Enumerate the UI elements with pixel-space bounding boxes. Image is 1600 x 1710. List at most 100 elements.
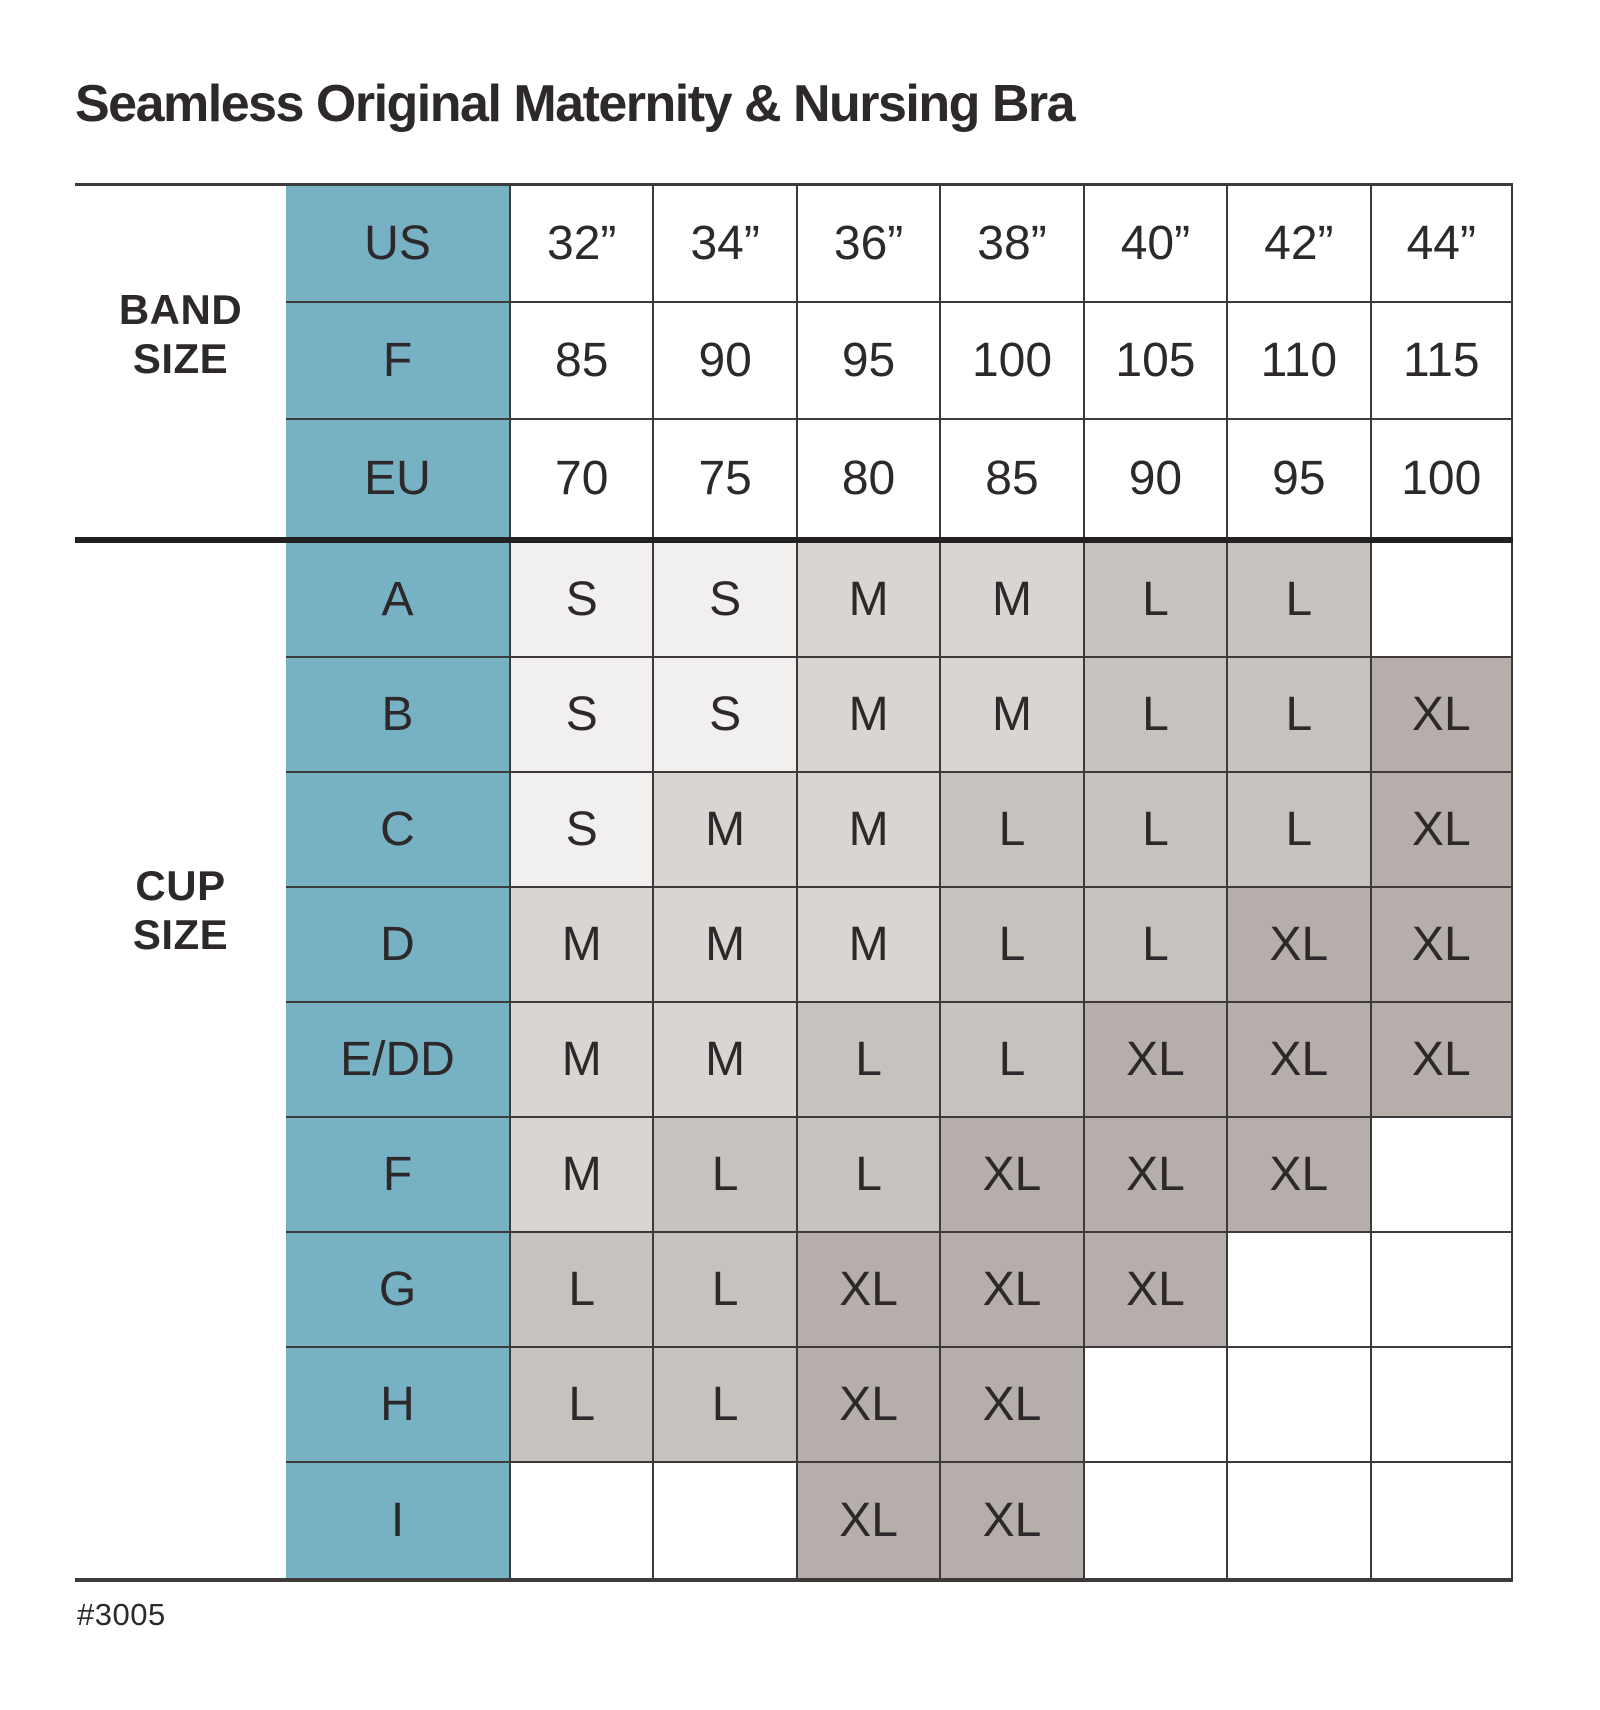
size-cell: XL	[1369, 1003, 1513, 1118]
size-cell: L	[1082, 658, 1227, 773]
size-cell	[1226, 1348, 1370, 1463]
cup-row-label: D	[286, 888, 509, 1003]
size-cell: XL	[1369, 773, 1513, 888]
size-cell: S	[509, 773, 653, 888]
size-cell: L	[1082, 888, 1227, 1003]
size-cell: M	[795, 543, 940, 658]
size-cell: S	[509, 658, 653, 773]
size-cell: XL	[939, 1348, 1083, 1463]
band-row-label: F	[286, 303, 509, 420]
size-cell: M	[939, 658, 1083, 773]
size-cell: L	[652, 1348, 796, 1463]
band-size-grid: BAND SIZE US 32” 34” 36” 38” 40” 42” 44” F 85 90 95…	[75, 183, 1513, 537]
band-value-cell: 38”	[939, 186, 1083, 303]
size-cell	[652, 1463, 796, 1578]
cup-row-label: I	[286, 1463, 509, 1578]
band-value-cell: 90	[652, 303, 796, 420]
cup-size-label-line1: CUP	[135, 862, 226, 909]
cup-row-label: E/DD	[286, 1003, 509, 1118]
size-cell: M	[509, 888, 653, 1003]
size-cell: XL	[939, 1118, 1083, 1233]
band-value-cell: 36”	[795, 186, 940, 303]
cup-size-label-line2: SIZE	[132, 911, 229, 959]
size-cell: S	[652, 543, 796, 658]
size-cell: M	[795, 888, 940, 1003]
size-cell: L	[939, 773, 1083, 888]
size-cell	[1082, 1463, 1227, 1578]
band-value-cell: 42”	[1226, 186, 1370, 303]
size-cell: XL	[1226, 1118, 1370, 1233]
size-cell: XL	[939, 1233, 1083, 1348]
band-size-label: BAND SIZE	[75, 186, 286, 537]
cup-size-grid: CUP SIZE A S S M M L L B S S M M L L XL C S M M L L L XL D M M M L L…	[75, 543, 1513, 1582]
band-value-cell: 90	[1082, 420, 1227, 537]
band-value-cell: 32”	[509, 186, 653, 303]
size-cell: M	[652, 1003, 796, 1118]
band-value-cell: 105	[1082, 303, 1227, 420]
band-value-cell: 34”	[652, 186, 796, 303]
band-row-label: EU	[286, 420, 509, 537]
size-cell	[1369, 1118, 1513, 1233]
size-cell	[1369, 1463, 1513, 1578]
band-value-cell: 85	[509, 303, 653, 420]
size-cell: XL	[1369, 658, 1513, 773]
size-cell	[1226, 1463, 1370, 1578]
band-size-label-line2: SIZE	[132, 335, 229, 382]
size-cell: L	[1082, 543, 1227, 658]
size-cell: L	[1226, 543, 1370, 658]
band-value-cell: 80	[795, 420, 940, 537]
size-cell: M	[939, 543, 1083, 658]
size-cell	[1226, 1233, 1370, 1348]
size-cell	[1369, 1348, 1513, 1463]
size-cell: L	[1226, 658, 1370, 773]
size-cell: XL	[795, 1348, 940, 1463]
size-cell: L	[509, 1233, 653, 1348]
size-cell: M	[795, 773, 940, 888]
size-cell: M	[652, 773, 796, 888]
cup-row-label: G	[286, 1233, 509, 1348]
band-value-cell: 95	[795, 303, 940, 420]
size-cell: XL	[795, 1463, 940, 1578]
size-cell	[1082, 1348, 1227, 1463]
band-size-label-line1: BAND	[118, 285, 243, 333]
size-cell: XL	[1082, 1233, 1227, 1348]
size-cell: XL	[1226, 1003, 1370, 1118]
band-value-cell: 70	[509, 420, 653, 537]
band-value-cell: 44”	[1369, 186, 1513, 303]
band-value-cell: 95	[1226, 420, 1370, 537]
size-cell: M	[509, 1003, 653, 1118]
size-cell: L	[509, 1348, 653, 1463]
size-chart: BAND SIZE US 32” 34” 36” 38” 40” 42” 44” F 85 90 95…	[75, 183, 1513, 1582]
size-cell: M	[509, 1118, 653, 1233]
cup-row-label: B	[286, 658, 509, 773]
band-value-cell: 40”	[1082, 186, 1227, 303]
band-value-cell: 110	[1226, 303, 1370, 420]
size-cell: L	[795, 1003, 940, 1118]
style-number: #3005	[77, 1597, 166, 1632]
cup-size-label: CUP SIZE	[75, 543, 286, 1578]
size-cell: L	[1226, 773, 1370, 888]
size-cell: L	[652, 1233, 796, 1348]
size-cell: L	[1082, 773, 1227, 888]
cup-row-label: H	[286, 1348, 509, 1463]
size-cell: S	[652, 658, 796, 773]
size-cell: XL	[939, 1463, 1083, 1578]
band-value-cell: 75	[652, 420, 796, 537]
cup-row-label: F	[286, 1118, 509, 1233]
cup-row-label: C	[286, 773, 509, 888]
band-value-cell: 85	[939, 420, 1083, 537]
band-value-cell: 115	[1369, 303, 1513, 420]
size-cell: XL	[795, 1233, 940, 1348]
size-cell: XL	[1082, 1003, 1227, 1118]
size-cell: S	[509, 543, 653, 658]
size-cell: XL	[1082, 1118, 1227, 1233]
size-cell: XL	[1226, 888, 1370, 1003]
size-cell: L	[939, 1003, 1083, 1118]
size-cell: L	[939, 888, 1083, 1003]
size-cell: XL	[1369, 888, 1513, 1003]
cup-row-label: A	[286, 543, 509, 658]
size-cell: M	[795, 658, 940, 773]
band-value-cell: 100	[1369, 420, 1513, 537]
band-row-label: US	[286, 186, 509, 303]
